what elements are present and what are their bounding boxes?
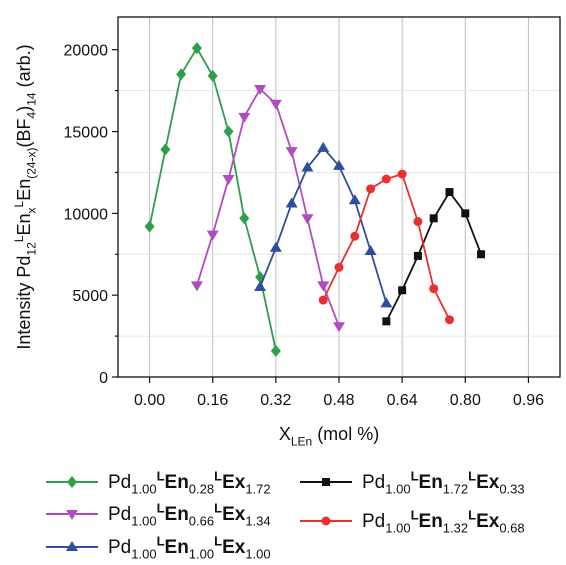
- x-tick-label-1: 0.16: [197, 392, 228, 409]
- data-point-s100-7: [364, 245, 377, 255]
- data-point-s132-4: [381, 174, 391, 184]
- data-point-s132-8: [445, 315, 454, 325]
- legend-marker-s028: [67, 476, 77, 488]
- legend: Pd1.00LEn0.28LEx1.72 Pd1.00LEn0.66LEx1.34…: [46, 468, 525, 562]
- legend-marker-s066: [66, 510, 78, 520]
- series-line-s066: [196, 87, 340, 327]
- data-point-s028-6: [239, 212, 250, 225]
- y-tick-label-4: 20000: [64, 43, 109, 60]
- y-tick-label-0: 0: [99, 370, 108, 387]
- data-point-s172-2: [413, 251, 422, 260]
- data-point-s132-6: [413, 217, 423, 227]
- data-point-s100-5: [333, 159, 345, 170]
- axes: 0.00 0.16 0.32 0.48 0.64 0.80 0.96 0 5000 10000 15…: [64, 43, 545, 409]
- legend-item-s066: Pd1.00LEn0.66LEx1.34: [46, 500, 271, 529]
- data-point-s172-3: [429, 214, 438, 223]
- data-point-s100-0: [254, 281, 267, 291]
- data-point-s132-2: [350, 231, 360, 241]
- data-point-s172-0: [382, 317, 391, 326]
- data-point-s066-1: [206, 230, 219, 241]
- data-point-s132-0: [318, 295, 328, 305]
- series-s172: [382, 188, 486, 326]
- data-point-s100-2: [285, 197, 298, 208]
- legend-item-s028: Pd1.00LEn0.28LEx1.72: [46, 468, 271, 497]
- series-s100: [254, 141, 393, 308]
- data-point-s172-5: [461, 209, 470, 218]
- x-tick-label-4: 0.64: [387, 392, 418, 409]
- series-s132: [318, 169, 454, 325]
- legend-item-s132: Pd1.00LEn1.32LEx0.68: [300, 507, 525, 536]
- legend-marker-s132: [321, 516, 331, 526]
- data-point-s066-6: [285, 147, 298, 158]
- legend-label-s100: Pd1.00LEn1.00LEx1.00: [108, 533, 271, 561]
- legend-label-s132: Pd1.00LEn1.32LEx0.68: [362, 507, 525, 535]
- legend-marker-s172: [322, 478, 330, 486]
- x-tick-label-0: 0.00: [134, 392, 165, 409]
- x-tick-label-5: 0.80: [450, 392, 481, 409]
- data-point-s100-6: [348, 194, 361, 205]
- data-point-s066-7: [301, 214, 314, 225]
- data-point-s172-6: [477, 250, 486, 259]
- data-point-s100-3: [301, 161, 314, 172]
- y-tick-label-3: 15000: [64, 125, 109, 142]
- data-point-s028-1: [160, 143, 171, 156]
- legend-label-s066: Pd1.00LEn0.66LEx1.34: [108, 500, 271, 528]
- data-point-s028-8: [270, 344, 281, 357]
- legend-label-s028: Pd1.00LEn0.28LEx1.72: [108, 468, 271, 496]
- legend-label-s172: Pd1.00LEn1.72LEx0.33: [362, 468, 525, 496]
- legend-item-s100: Pd1.00LEn1.00LEx1.00: [46, 533, 271, 562]
- data-point-s066-2: [222, 175, 235, 185]
- x-tick-label-6: 0.96: [513, 392, 544, 409]
- series-s066: [190, 85, 345, 333]
- data-point-s028-5: [223, 125, 234, 138]
- y-tick-label-1: 5000: [72, 288, 108, 305]
- legend-marker-s100: [66, 541, 78, 551]
- data-point-s172-4: [445, 188, 454, 197]
- data-point-s100-1: [269, 241, 282, 252]
- y-axis-label: Intensity Pd12LEnxLEn(24-x)(BF4)14 (arb.…: [12, 44, 39, 349]
- data-point-s028-0: [144, 220, 155, 233]
- data-point-s132-1: [334, 262, 344, 272]
- x-axis-label: XLEn (mol %): [279, 424, 379, 448]
- data-point-s066-3: [238, 112, 251, 123]
- data-point-s132-5: [397, 169, 407, 179]
- data-point-s066-0: [190, 281, 203, 292]
- grid: [118, 17, 560, 377]
- legend-item-s172: Pd1.00LEn1.72LEx0.33: [300, 468, 525, 497]
- data-point-s066-5: [269, 99, 282, 110]
- y-tick-label-2: 10000: [64, 206, 109, 223]
- series-s028: [144, 42, 281, 357]
- data-point-s132-3: [366, 184, 376, 194]
- data-point-s028-3: [191, 42, 202, 55]
- data-point-s100-4: [317, 141, 330, 152]
- data-point-s132-7: [429, 284, 439, 294]
- series-layer: [144, 42, 486, 357]
- data-point-s028-4: [207, 69, 218, 82]
- data-point-s172-1: [398, 286, 407, 295]
- data-point-s100-8: [380, 297, 393, 308]
- x-tick-label-2: 0.32: [260, 392, 291, 409]
- x-tick-label-3: 0.48: [323, 392, 354, 409]
- data-point-s066-9: [333, 322, 345, 333]
- data-point-s066-4: [254, 85, 267, 95]
- data-point-s066-8: [317, 281, 330, 292]
- data-point-s028-2: [176, 68, 187, 81]
